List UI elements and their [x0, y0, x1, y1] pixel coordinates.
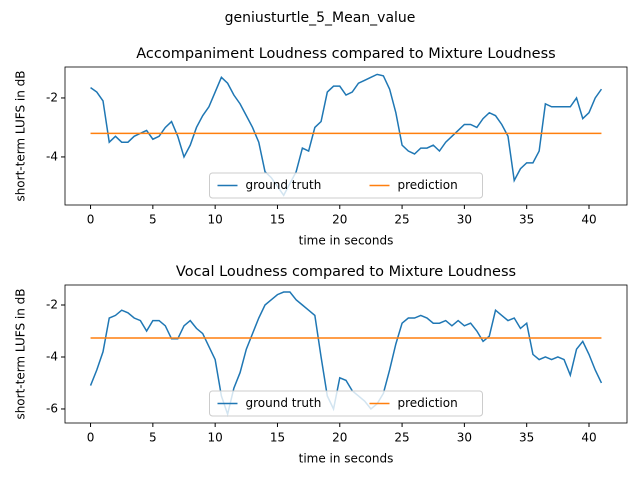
legend-box — [209, 390, 483, 417]
legend-label: prediction — [398, 178, 458, 192]
x-tick-label: 25 — [394, 431, 409, 445]
axes-title: Vocal Loudness compared to Mixture Loudn… — [176, 264, 516, 280]
x-tick-label: 30 — [457, 431, 472, 445]
y-tick-label: -2 — [46, 90, 58, 104]
y-tick-label: -4 — [46, 149, 58, 163]
figure-title: geniusturtle_5_Mean_value — [225, 10, 416, 26]
axes-title: Accompaniment Loudness compared to Mixtu… — [136, 46, 555, 62]
axes-frame — [64, 66, 628, 206]
x-axis-label: time in seconds — [299, 234, 394, 248]
axes-frame — [64, 284, 628, 424]
x-tick-label: 0 — [87, 213, 95, 227]
x-tick-label: 15 — [270, 213, 285, 227]
y-axis-label: short-term LUFS in dB — [14, 70, 28, 201]
x-tick-label: 0 — [87, 431, 95, 445]
x-tick-label: 25 — [394, 213, 409, 227]
x-tick-label: 10 — [208, 431, 223, 445]
y-tick-label: -4 — [46, 349, 58, 363]
legend-label: ground truth — [246, 396, 322, 410]
x-axis-label: time in seconds — [299, 452, 394, 466]
x-tick-label: 5 — [149, 213, 157, 227]
x-tick-label: 15 — [270, 431, 285, 445]
data-line — [90, 73, 603, 197]
y-axis-label: short-term LUFS in dB — [14, 288, 28, 419]
x-tick-label: 30 — [457, 213, 472, 227]
x-tick-label: 40 — [581, 213, 596, 227]
x-tick-label: 20 — [332, 213, 347, 227]
x-tick-label: 5 — [149, 431, 157, 445]
legend-box — [209, 172, 483, 199]
x-tick-label: 35 — [519, 213, 534, 227]
data-line — [89, 291, 603, 417]
legend-label: ground truth — [246, 178, 322, 192]
x-tick-label: 40 — [581, 431, 596, 445]
x-tick-label: 20 — [332, 431, 347, 445]
y-tick-label: -2 — [46, 298, 58, 312]
legend-label: prediction — [398, 396, 458, 410]
x-tick-label: 35 — [519, 431, 534, 445]
x-tick-label: 10 — [208, 213, 223, 227]
y-tick-label: -6 — [46, 401, 58, 415]
